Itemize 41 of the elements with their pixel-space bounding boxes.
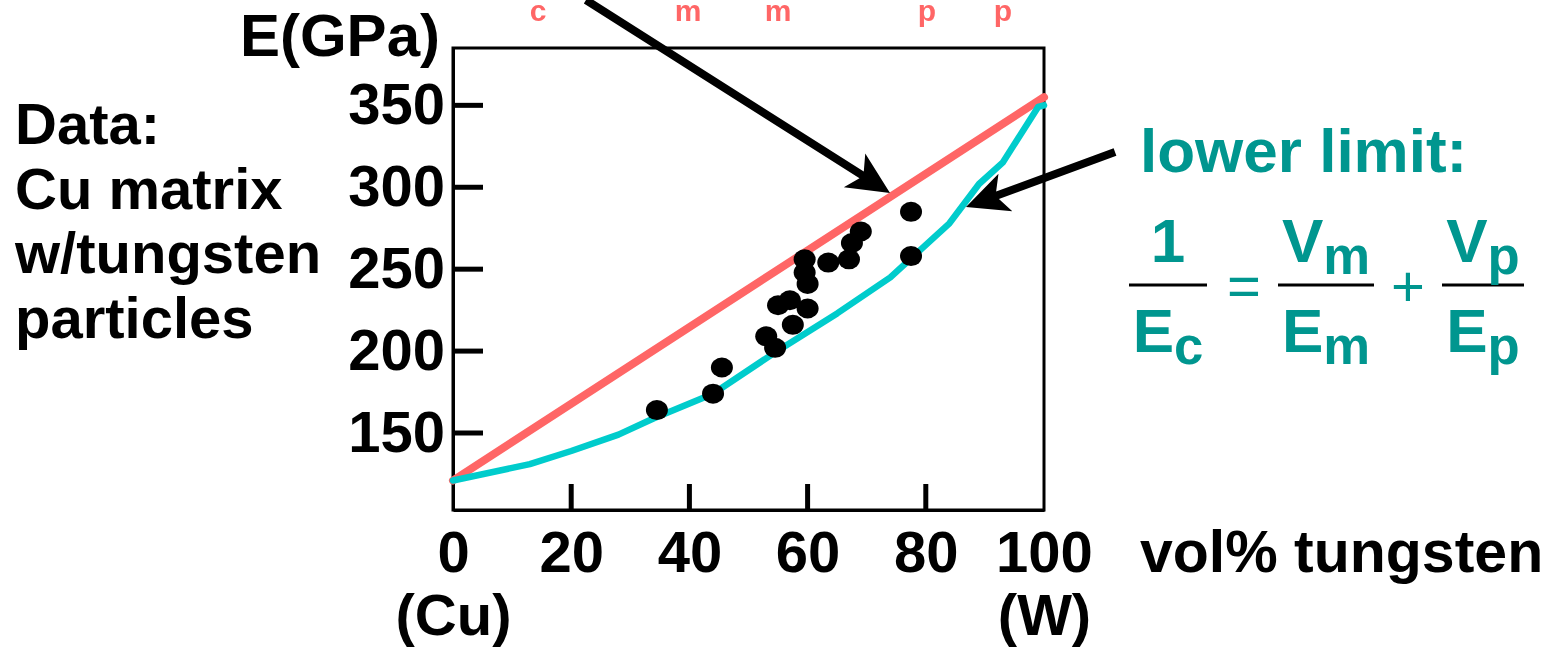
x-tick-label: 0 (Cu) [395, 519, 512, 647]
point [702, 383, 725, 404]
point [837, 249, 860, 270]
text: V$_{p}$ [1446, 206, 1520, 285]
point [778, 290, 801, 311]
text: = [1227, 252, 1261, 318]
x-axis-title: vol% tungsten [1140, 519, 1544, 585]
text: + [1391, 252, 1425, 318]
point [817, 252, 840, 273]
y-tick-label: 200 [348, 317, 445, 383]
point [645, 400, 668, 421]
point [796, 298, 819, 319]
text: lower limit: [1140, 116, 1468, 185]
point [781, 314, 804, 335]
text: V$_{m}$ [1281, 206, 1371, 285]
text: Data: Cu matrix w/tungsten particles [14, 91, 322, 350]
x-tick-label: 60 [775, 519, 841, 584]
point [900, 201, 923, 222]
text: p [917, 0, 937, 27]
y-tick-label: 150 [348, 399, 445, 465]
point [900, 246, 923, 267]
text: c [529, 0, 547, 27]
text: 1 [1150, 206, 1186, 275]
text: E$_{m}$ [1281, 296, 1371, 375]
text: m [674, 0, 702, 27]
x-tick-label: 40 [657, 519, 723, 584]
text: m [764, 0, 792, 27]
point [710, 357, 733, 378]
x-tick-label: 20 [539, 519, 604, 584]
x-tick-label: 80 [894, 519, 959, 584]
y-tick-label: 300 [348, 153, 445, 219]
text: E$_{c}$ [1132, 296, 1204, 375]
point [849, 221, 872, 242]
point [764, 337, 787, 358]
y-tick-label: 350 [348, 71, 445, 137]
y-axis-title: E(GPa) [239, 2, 440, 69]
point [796, 273, 819, 294]
text: E$_{p}$ [1446, 296, 1520, 375]
text: p [993, 0, 1013, 27]
x-tick-label: 100 (W) [996, 519, 1093, 647]
y-tick-label: 250 [348, 235, 445, 301]
